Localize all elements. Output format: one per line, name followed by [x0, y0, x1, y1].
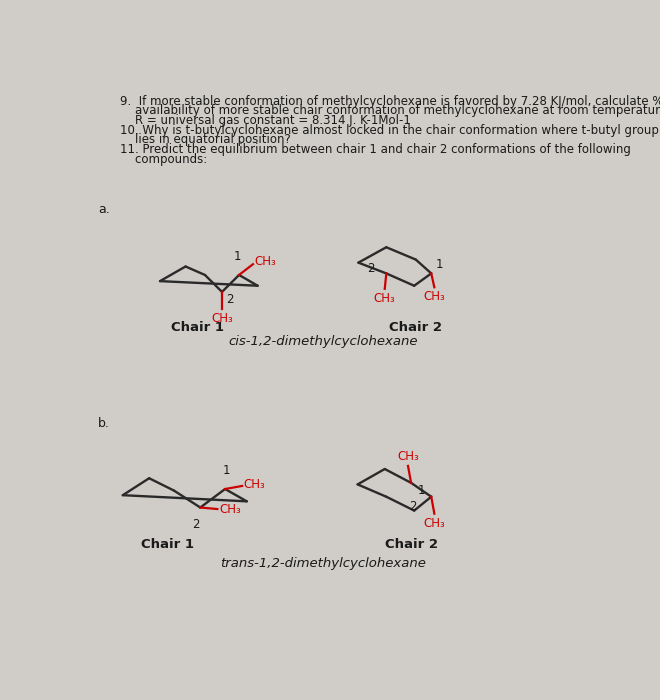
Text: 1: 1 — [436, 258, 444, 271]
Text: 2: 2 — [367, 262, 375, 275]
Text: CH₃: CH₃ — [211, 312, 233, 325]
Text: CH₃: CH₃ — [255, 256, 277, 268]
Text: cis-1,2-dimethylcyclohexane: cis-1,2-dimethylcyclohexane — [228, 335, 418, 348]
Text: 11. Predict the equilibrium between chair 1 and chair 2 conformations of the fol: 11. Predict the equilibrium between chai… — [119, 143, 630, 156]
Text: b.: b. — [98, 416, 110, 430]
Text: 9.  If more stable conformation of methylcyclohexane is favored by 7.28 KJ/mol, : 9. If more stable conformation of methyl… — [119, 94, 660, 108]
Text: lies in equatorial position?: lies in equatorial position? — [119, 133, 290, 146]
Text: 2: 2 — [409, 500, 416, 513]
Text: 1: 1 — [417, 484, 425, 498]
Text: a.: a. — [98, 203, 110, 216]
Text: CH₃: CH₃ — [374, 292, 395, 305]
Text: CH₃: CH₃ — [424, 290, 446, 303]
Text: Chair 2: Chair 2 — [389, 321, 442, 334]
Text: CH₃: CH₃ — [397, 450, 419, 463]
Text: 2: 2 — [226, 293, 234, 306]
Text: CH₃: CH₃ — [244, 478, 265, 491]
Text: trans-1,2-dimethylcyclohexane: trans-1,2-dimethylcyclohexane — [220, 556, 426, 570]
Text: Chair 1: Chair 1 — [141, 538, 194, 552]
Text: 10. Why is t-butylcyclohexane almost locked in the chair conformation where t-bu: 10. Why is t-butylcyclohexane almost loc… — [119, 124, 659, 136]
Text: R = universal gas constant = 8.314 J. K-1Mol-1: R = universal gas constant = 8.314 J. K-… — [119, 114, 411, 127]
Text: Chair 2: Chair 2 — [385, 538, 438, 552]
Text: Chair 1: Chair 1 — [171, 321, 224, 334]
Text: CH₃: CH₃ — [424, 517, 446, 530]
Text: CH₃: CH₃ — [219, 503, 241, 515]
Text: availability of more stable chair conformation of methylcyclohexane at room temp: availability of more stable chair confor… — [119, 104, 660, 118]
Text: 2: 2 — [192, 518, 199, 531]
Text: compounds:: compounds: — [119, 153, 207, 165]
Text: 1: 1 — [234, 251, 242, 263]
Text: 1: 1 — [223, 463, 230, 477]
